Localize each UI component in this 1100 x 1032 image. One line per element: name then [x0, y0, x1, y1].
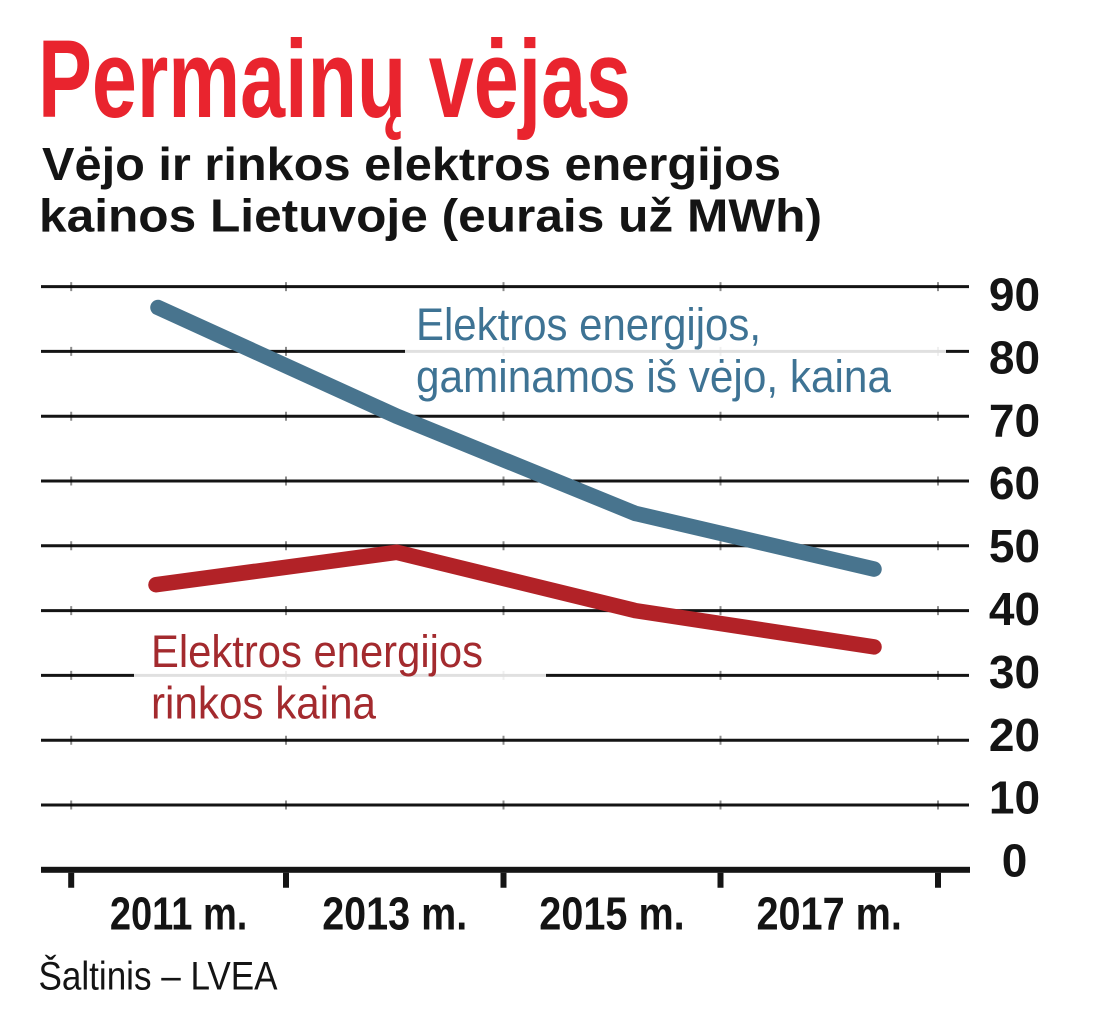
svg-text:gaminamos iš vėjo, kaina: gaminamos iš vėjo, kaina: [416, 351, 892, 402]
svg-text:kainos Lietuvoje (eurais už MW: kainos Lietuvoje (eurais už MWh): [39, 190, 822, 242]
svg-text:Permainų vėjas: Permainų vėjas: [38, 18, 631, 141]
svg-text:40: 40: [989, 583, 1040, 635]
svg-text:60: 60: [989, 457, 1040, 509]
svg-text:30: 30: [989, 646, 1040, 698]
svg-text:80: 80: [989, 331, 1040, 383]
svg-text:2015 m.: 2015 m.: [539, 888, 684, 940]
svg-text:20: 20: [989, 709, 1040, 761]
svg-text:2013 m.: 2013 m.: [322, 888, 467, 940]
svg-text:Šaltinis – LVEA: Šaltinis – LVEA: [39, 953, 278, 998]
svg-text:0: 0: [1002, 835, 1028, 887]
svg-text:2011 m.: 2011 m.: [110, 888, 248, 940]
svg-text:Vėjo ir rinkos elektros energi: Vėjo ir rinkos elektros energijos: [42, 138, 781, 190]
svg-text:rinkos kaina: rinkos kaina: [151, 678, 377, 729]
svg-text:10: 10: [989, 772, 1040, 824]
svg-text:Elektros energijos: Elektros energijos: [151, 626, 483, 677]
svg-text:90: 90: [989, 269, 1040, 321]
svg-text:Elektros energijos,: Elektros energijos,: [416, 299, 761, 350]
svg-text:50: 50: [989, 520, 1040, 572]
svg-text:70: 70: [989, 394, 1040, 446]
svg-text:2017 m.: 2017 m.: [756, 888, 902, 940]
